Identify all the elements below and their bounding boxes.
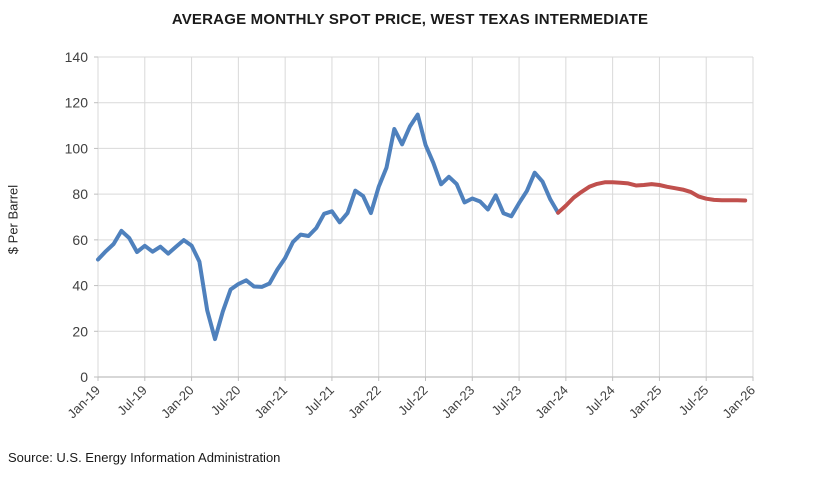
x-tick-label: Jul-20 [208, 383, 244, 419]
line-chart-canvas: 0 20 40 60 80 100 120 140 Jan-19 Jul-19 Jan-20 Jul-… [64, 49, 758, 422]
y-tick-label: 80 [72, 186, 88, 202]
y-tick-label: 0 [80, 369, 88, 385]
x-tick-label: Jan-26 [719, 383, 758, 422]
forecast-line [556, 180, 748, 215]
chart-title: AVERAGE MONTHLY SPOT PRICE, WEST TEXAS I… [171, 11, 649, 28]
x-tick-label: Jul-22 [395, 383, 431, 419]
x-tick-label: Jul-24 [582, 383, 618, 419]
x-tick-label: Jul-19 [114, 383, 150, 419]
y-tick-label: 40 [72, 278, 88, 294]
x-tick-label: Jan-21 [252, 383, 291, 422]
x-tick-label: Jan-19 [64, 383, 103, 422]
x-tick-label: Jan-24 [532, 383, 571, 422]
x-tick-label: Jan-25 [626, 383, 665, 422]
x-tick-label: Jan-22 [345, 383, 384, 422]
y-tick-label: 100 [65, 140, 89, 156]
source-note: Source: U.S. Energy Information Administ… [8, 450, 281, 465]
y-tick-label: 20 [72, 323, 88, 339]
x-tick-label: Jul-25 [676, 383, 712, 419]
x-tick-label: Jan-20 [158, 383, 197, 422]
x-tick-label: Jul-23 [489, 383, 525, 419]
x-tick-label: Jan-23 [439, 383, 478, 422]
history-line [96, 112, 561, 342]
x-tick-label: Jul-21 [301, 383, 337, 419]
y-tick-label: 120 [65, 95, 89, 111]
y-tick-label: 60 [72, 232, 88, 248]
y-tick-label: 140 [65, 49, 89, 65]
